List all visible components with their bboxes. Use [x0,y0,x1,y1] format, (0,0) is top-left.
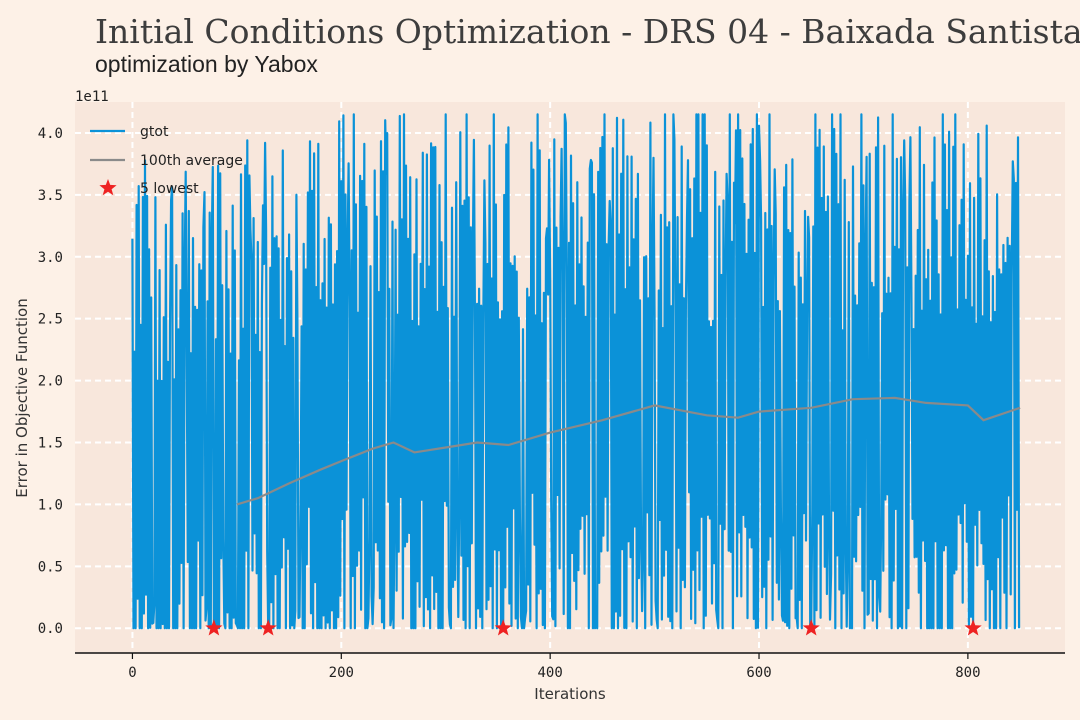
x-tick-label: 200 [329,665,354,681]
y-tick-label: 2.5 [38,312,63,328]
gtot-series [131,113,1021,630]
y-tick-label: 0.5 [38,559,63,575]
lowest-markers [205,619,982,636]
lowest-star-marker [259,619,277,636]
legend-average-label: 100th average [140,153,243,169]
x-axis-title: Iterations [534,685,606,703]
y-tick-label: 2.0 [38,374,63,390]
x-tick-label: 400 [538,665,563,681]
lowest-star-marker [802,619,820,636]
y-tick-label: 3.0 [38,250,63,266]
lowest-star-marker [205,619,223,636]
y-tick-label: 1.0 [38,497,63,513]
x-tick-label: 600 [746,665,771,681]
gtot-line [131,113,1021,630]
legend-gtot-label: gtot [140,124,169,140]
legend-lowest-label: 5 lowest [140,181,199,197]
lowest-star-marker [494,619,512,636]
x-tick-label: 800 [955,665,980,681]
y-tick-label: 0.0 [38,621,63,637]
chart-title: Initial Conditions Optimization - DRS 04… [95,12,1080,51]
x-ticks: 0 200 400 600 800 [128,653,981,681]
lowest-star-marker [964,619,982,636]
y-tick-label: 4.0 [38,126,63,142]
x-tick-label: 0 [128,665,136,681]
y-tick-label: 1.5 [38,436,63,452]
chart-subtitle: optimization by Yabox [95,51,318,77]
y-scale-note: 1e11 [75,89,109,105]
average-line [236,396,1021,506]
y-axis-title: Error in Objective Function [13,298,31,497]
y-tick-label: 3.5 [38,188,63,204]
y-ticks: 0.0 0.5 1.0 1.5 2.0 2.5 3.0 3.5 4.0 [38,126,63,637]
legend-star-icon [99,179,117,196]
legend: gtot 100th average 5 lowest [90,124,243,197]
